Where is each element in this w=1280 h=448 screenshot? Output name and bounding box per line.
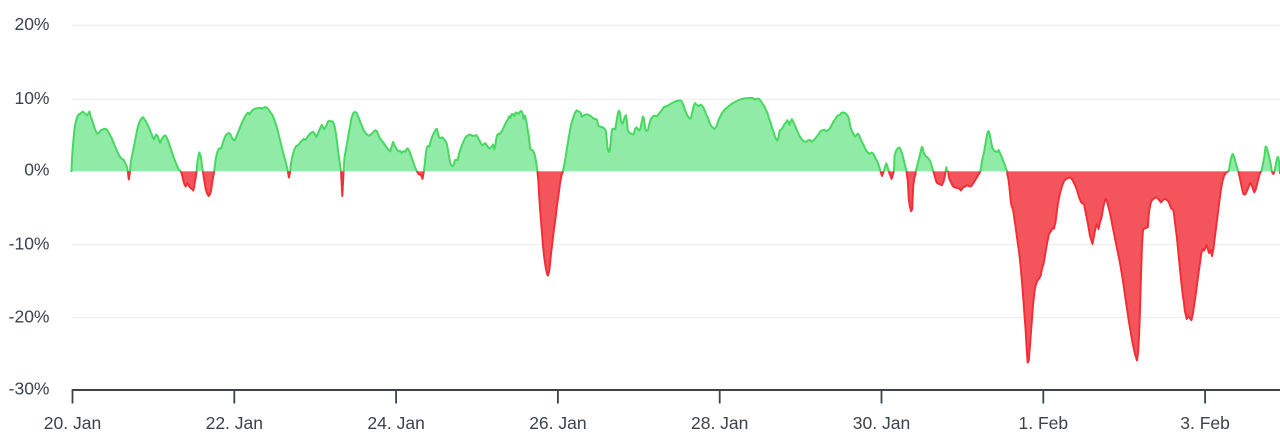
svg-text:0%: 0% (24, 160, 49, 180)
svg-text:-30%: -30% (9, 378, 50, 398)
svg-text:-10%: -10% (9, 234, 50, 254)
svg-text:22. Jan: 22. Jan (206, 413, 263, 433)
svg-text:10%: 10% (14, 88, 49, 108)
svg-text:26. Jan: 26. Jan (529, 413, 586, 433)
svg-text:24. Jan: 24. Jan (367, 413, 424, 433)
svg-text:20. Jan: 20. Jan (44, 413, 101, 433)
svg-text:20%: 20% (14, 14, 49, 34)
svg-text:3. Feb: 3. Feb (1180, 413, 1230, 433)
svg-text:-20%: -20% (9, 306, 50, 326)
svg-text:1. Feb: 1. Feb (1018, 413, 1068, 433)
svg-text:28. Jan: 28. Jan (691, 413, 748, 433)
svg-text:30. Jan: 30. Jan (853, 413, 910, 433)
